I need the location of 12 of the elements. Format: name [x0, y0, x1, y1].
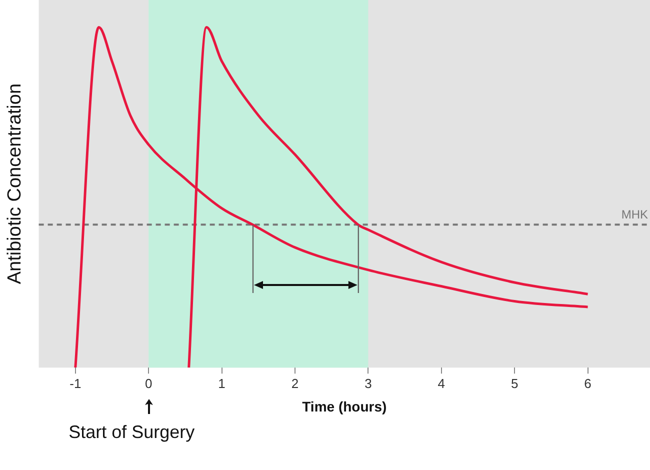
y-axis-title: Antibiotic Concentration	[4, 83, 26, 284]
x-tick-label: 2	[291, 376, 299, 391]
x-tick-label: 6	[584, 376, 592, 391]
x-axis-title: Time (hours)	[302, 398, 387, 414]
x-tick-label: 0	[144, 376, 152, 391]
x-tick-label: 4	[438, 376, 446, 391]
x-tick-label: 5	[510, 376, 518, 391]
x-tick-label: 1	[218, 376, 226, 391]
text: Start of Surgery	[68, 422, 195, 443]
x-tick-label: -1	[70, 376, 82, 391]
x-tick-label: 3	[364, 376, 372, 391]
ref-line-label: MHK	[621, 208, 648, 222]
